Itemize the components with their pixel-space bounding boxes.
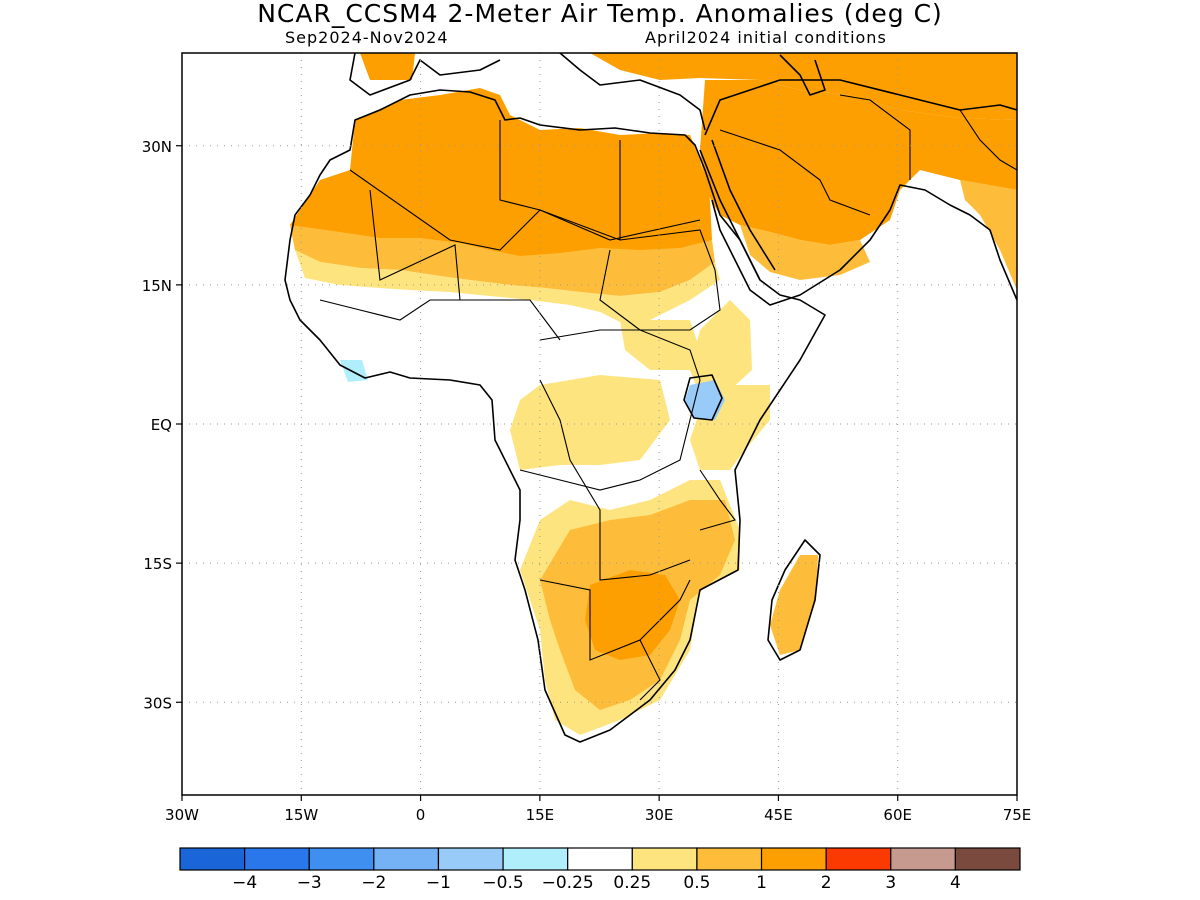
- shade-sahel-light: [295, 250, 720, 322]
- border-algeria-mali: [369, 189, 461, 301]
- forecast-period: Sep2024-Nov2024: [285, 28, 449, 47]
- border-west-africa: [319, 299, 561, 341]
- colorbar-swatch: [244, 847, 310, 871]
- lon-tick-label: 75E: [1003, 806, 1032, 824]
- shade-south-deep-orange: [585, 570, 680, 660]
- shade-arabia-orange: [700, 80, 1017, 245]
- border-iran: [839, 94, 911, 180]
- colorbar: −4 −3 −2 −1 −0.5 −0.25 0.25 0.5 1 2 3 4: [179, 847, 1021, 893]
- border-southern-2: [639, 639, 661, 701]
- tick-layer: 30N 15N EQ 15S 30S 30W 15W 0 15E 30E 45E 60E 75E: [142, 138, 1032, 824]
- coastline-layer: [284, 53, 1017, 743]
- border-congo: [539, 379, 691, 581]
- shade-sahel-yellow: [290, 225, 715, 296]
- lat-tick-label: 15S: [143, 555, 172, 573]
- colorbar-swatch: [696, 847, 763, 871]
- madagascar-coastline: [767, 539, 821, 661]
- lat-tick-label: 30S: [143, 694, 172, 712]
- shade-central-east-yellow: [620, 320, 700, 370]
- shade-madagascar: [770, 555, 818, 655]
- caspian: [779, 54, 826, 96]
- colorbar-label: 2: [821, 873, 832, 893]
- colorbar-swatch: [825, 847, 892, 871]
- chart-title: NCAR_CCSM4 2-Meter Air Temp. Anomalies (…: [257, 0, 943, 28]
- colorbar-swatch: [179, 847, 246, 871]
- lon-tick-label: 30W: [165, 806, 199, 824]
- lon-tick-label: 0: [416, 806, 426, 824]
- colorbar-swatch: [308, 847, 375, 871]
- lon-tick-label: 60E: [883, 806, 912, 824]
- borders-layer: [319, 94, 1017, 701]
- border-southern: [539, 579, 691, 661]
- colorbar-swatch: [373, 847, 440, 871]
- shade-north-africa-orange: [290, 88, 712, 258]
- border-arabia: [719, 129, 871, 216]
- colorbar-label: 0.25: [613, 873, 651, 893]
- colorbar-label: −0.25: [542, 873, 594, 893]
- lat-tick-label: 15N: [142, 277, 172, 295]
- lat-tick-label: EQ: [151, 416, 172, 434]
- colorbar-label: −1: [426, 873, 451, 893]
- border-central-africa: [519, 329, 701, 491]
- lon-tick-label: 30E: [645, 806, 674, 824]
- shading-layer: [290, 53, 1017, 735]
- shade-west-coast-blue: [340, 360, 368, 382]
- europe-coastline: [349, 53, 706, 131]
- colorbar-label: 4: [950, 873, 961, 893]
- colorbar-label: 0.5: [683, 873, 710, 893]
- shade-eastern-europe-orange: [590, 53, 1017, 120]
- colorbar-swatch: [760, 847, 827, 871]
- arabia-coastline: [704, 79, 1017, 306]
- lon-tick-label: 15E: [526, 806, 555, 824]
- shade-lake-blue: [685, 380, 725, 420]
- colorbar-swatch: [631, 847, 698, 871]
- colorbar-swatch: [954, 847, 1021, 871]
- colorbar-swatch: [502, 847, 569, 871]
- red-sea-west: [699, 149, 761, 281]
- initial-conditions: April2024 initial conditions: [645, 28, 887, 47]
- shade-ethiopia-yellow: [690, 300, 752, 395]
- border-east: [699, 469, 736, 531]
- colorbar-label: 1: [756, 873, 767, 893]
- shade-central-yellow: [510, 375, 670, 470]
- red-sea-east: [711, 139, 776, 271]
- colorbar-swatch: [567, 847, 633, 871]
- africa-coastline: [284, 89, 826, 743]
- border-india: [959, 109, 1017, 171]
- border-libya-egypt: [499, 120, 621, 241]
- colorbar-label: 3: [885, 873, 896, 893]
- lat-tick-label: 30N: [142, 138, 172, 156]
- colorbar-swatch: [890, 847, 956, 871]
- border-sahara: [349, 169, 701, 251]
- colorbar-swatch: [437, 847, 504, 871]
- lake-victoria: [683, 374, 723, 421]
- colorbar-label: −4: [232, 873, 257, 893]
- colorbar-label: −3: [297, 873, 322, 893]
- colorbar-label: −2: [361, 873, 386, 893]
- colorbar-label: −0.5: [482, 873, 523, 893]
- lon-tick-label: 45E: [764, 806, 793, 824]
- lon-tick-label: 15W: [284, 806, 318, 824]
- border-sudan: [599, 229, 721, 331]
- shade-india-orange: [960, 180, 1017, 290]
- shade-europe-orange: [360, 53, 415, 80]
